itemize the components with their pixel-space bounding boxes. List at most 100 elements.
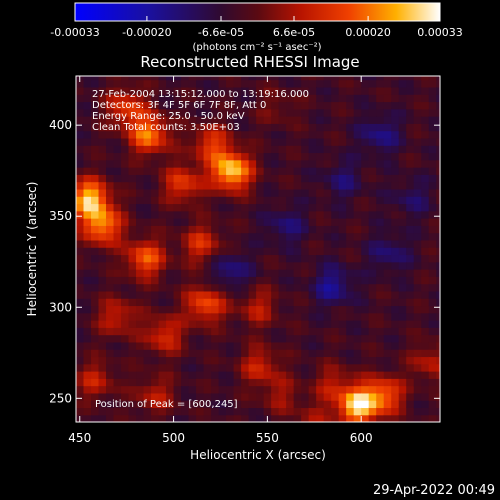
heatmap-cell (76, 392, 85, 401)
heatmap-cell (331, 269, 340, 277)
heatmap-cell (91, 225, 100, 234)
heatmap-cell (136, 94, 145, 103)
heatmap-cell (398, 356, 407, 365)
heatmap-cell (286, 232, 295, 241)
heatmap-cell (166, 385, 175, 394)
heatmap-cell (151, 298, 160, 307)
heatmap-cell (166, 269, 175, 277)
heatmap-cell (278, 305, 287, 314)
heatmap-cell (338, 276, 347, 285)
heatmap-cell (241, 356, 250, 365)
heatmap-cell (323, 152, 332, 161)
heatmap-cell (308, 76, 317, 81)
heatmap-cell (428, 363, 437, 372)
heatmap-cell (248, 276, 257, 285)
heatmap-cell (271, 349, 280, 358)
heatmap-cell (166, 371, 175, 379)
heatmap-cell (413, 363, 422, 372)
heatmap-cell (406, 400, 415, 409)
heatmap-cell (293, 414, 302, 422)
heatmap-cell (338, 167, 347, 175)
heatmap-cell (293, 174, 302, 183)
heatmap-cell (91, 232, 100, 241)
heatmap-cell (218, 247, 227, 256)
heatmap-cell (428, 254, 437, 263)
heatmap-cell (361, 298, 370, 307)
heatmap-cell (121, 371, 130, 379)
heatmap-cell (151, 407, 160, 416)
heatmap-cell (406, 101, 415, 110)
heatmap-cell (76, 218, 85, 226)
heatmap-cell (203, 137, 212, 146)
heatmap-cell (166, 341, 175, 350)
heatmap-cell (346, 152, 355, 161)
heatmap-cell (376, 203, 385, 212)
heatmap-cell (98, 392, 107, 401)
heatmap-cell (136, 152, 145, 161)
heatmap-cell (353, 254, 362, 263)
heatmap-cell (211, 400, 220, 409)
heatmap-cell (151, 86, 160, 95)
heatmap-cell (271, 290, 280, 299)
heatmap-cell (98, 196, 107, 205)
heatmap-cell (353, 349, 362, 358)
heatmap-cell (76, 137, 85, 146)
heatmap-cell (233, 385, 242, 394)
heatmap-cell (143, 174, 152, 183)
heatmap-cell (353, 414, 362, 422)
heatmap-cell (173, 152, 182, 161)
heatmap-cell (346, 305, 355, 314)
heatmap-cell (106, 298, 115, 307)
heatmap-cell (248, 101, 257, 110)
heatmap-cell (263, 123, 272, 132)
heatmap-cell (278, 261, 287, 270)
heatmap-cell (173, 261, 182, 270)
heatmap-cell (256, 116, 265, 124)
heatmap-cell (376, 414, 385, 422)
heatmap-cell (248, 356, 257, 365)
heatmap-cell (83, 305, 92, 314)
heatmap-cell (203, 203, 212, 212)
heatmap-cell (271, 130, 280, 139)
heatmap-cell (271, 320, 280, 328)
heatmap-cell (91, 269, 100, 277)
heatmap-cell (173, 167, 182, 175)
heatmap-cell (406, 218, 415, 226)
heatmap-cell (121, 239, 130, 248)
heatmap-cell (406, 378, 415, 387)
heatmap-cell (338, 152, 347, 161)
heatmap-cell (278, 123, 287, 132)
heatmap-cell (391, 334, 400, 343)
heatmap-cell (286, 108, 295, 117)
heatmap-cell (158, 261, 167, 270)
heatmap-cell (188, 327, 197, 336)
heatmap-cell (211, 188, 220, 197)
heatmap-cell (391, 130, 400, 139)
heatmap-cell (361, 232, 370, 241)
heatmap-cell (368, 130, 377, 139)
heatmap-cell (383, 79, 392, 88)
heatmap-cell (338, 239, 347, 248)
heatmap-cell (301, 181, 310, 190)
heatmap-cell (308, 400, 317, 409)
heatmap-cell (421, 196, 430, 205)
heatmap-cell (106, 181, 115, 190)
heatmap-cell (196, 414, 205, 422)
heatmap-cell (226, 76, 235, 81)
heatmap-cell (428, 137, 437, 146)
heatmap-cell (166, 414, 175, 422)
y-tick-label: 300 (49, 300, 72, 314)
heatmap-cell (308, 327, 317, 336)
heatmap-cell (391, 188, 400, 197)
heatmap-cell (353, 145, 362, 154)
heatmap-cell (308, 145, 317, 154)
heatmap-cell (166, 152, 175, 161)
heatmap-cell (346, 174, 355, 183)
heatmap-cell (203, 247, 212, 256)
heatmap-cell (376, 392, 385, 401)
heatmap-cell (361, 407, 370, 416)
heatmap-cell (271, 363, 280, 372)
heatmap-cell (151, 305, 160, 314)
heatmap-cell (263, 283, 272, 292)
heatmap-cell (211, 174, 220, 183)
